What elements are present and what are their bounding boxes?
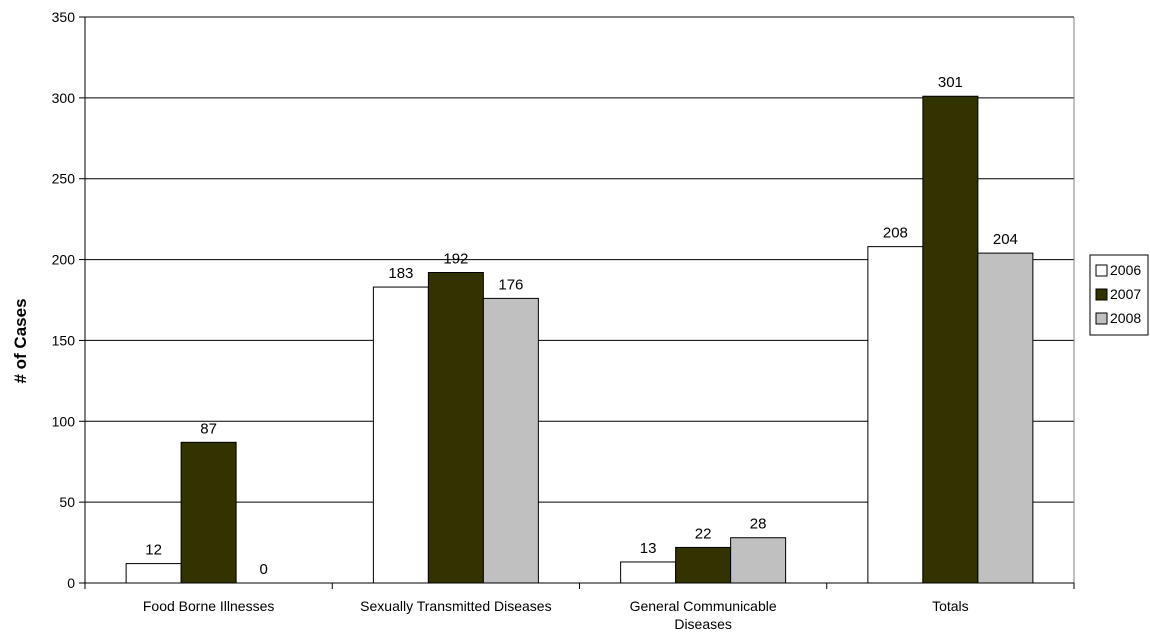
bars <box>125 95 1034 584</box>
bar-2006 <box>125 563 182 584</box>
gridlines <box>85 16 1074 503</box>
legend-label: 2008 <box>1110 310 1141 326</box>
data-label: 0 <box>259 561 267 578</box>
bar-2008 <box>977 252 1034 584</box>
y-axis-title: # of Cases <box>11 298 30 383</box>
data-label: 183 <box>388 265 413 282</box>
y-tick-label: 250 <box>52 171 76 187</box>
x-category-label: Totals <box>932 598 969 614</box>
x-category-label: Food Borne Illnesses <box>143 598 275 614</box>
bar-2008 <box>482 297 539 584</box>
y-tick-label: 200 <box>52 252 76 268</box>
bar-2006 <box>620 561 677 584</box>
data-label: 28 <box>750 516 767 533</box>
y-axis: 0 50 100 150 200 250 300 350 <box>52 9 1075 591</box>
legend-swatch-2008 <box>1095 312 1108 325</box>
y-tick-label: 350 <box>52 9 76 25</box>
data-label: 204 <box>993 231 1018 248</box>
legend-label: 2007 <box>1110 286 1141 302</box>
y-tick-label: 50 <box>59 494 75 510</box>
legend-swatch-2007 <box>1095 288 1108 301</box>
bar-2006 <box>867 246 924 584</box>
data-label: 301 <box>938 74 963 91</box>
data-labels: 12 87 0 183 192 176 13 22 28 208 301 204 <box>145 74 1018 578</box>
bar-2007 <box>922 95 979 584</box>
legend: 2006 2007 2008 <box>1089 254 1149 336</box>
bar-2007 <box>180 441 237 584</box>
legend-label: 2006 <box>1110 262 1141 278</box>
bar-2006 <box>372 286 429 584</box>
data-label: 87 <box>200 420 217 437</box>
data-label: 22 <box>695 525 712 542</box>
x-category-label: Diseases <box>674 616 732 632</box>
x-axis: Food Borne Illnesses Sexually Transmitted… <box>84 582 1075 632</box>
y-tick-label: 0 <box>67 575 75 591</box>
bar-2007 <box>427 272 484 584</box>
x-category-label: Sexually Transmitted Diseases <box>360 598 551 614</box>
legend-swatch-2006 <box>1095 264 1108 277</box>
data-label: 176 <box>498 276 523 293</box>
y-tick-label: 300 <box>52 90 76 106</box>
bar-2007 <box>675 546 732 584</box>
data-label: 192 <box>443 251 468 268</box>
bar-2008 <box>730 537 787 584</box>
x-category-label: General Communicable <box>630 598 777 614</box>
data-label: 12 <box>145 542 162 559</box>
y-tick-label: 150 <box>52 332 76 348</box>
data-label: 208 <box>883 225 908 242</box>
data-label: 13 <box>640 540 657 557</box>
y-tick-label: 100 <box>52 413 76 429</box>
